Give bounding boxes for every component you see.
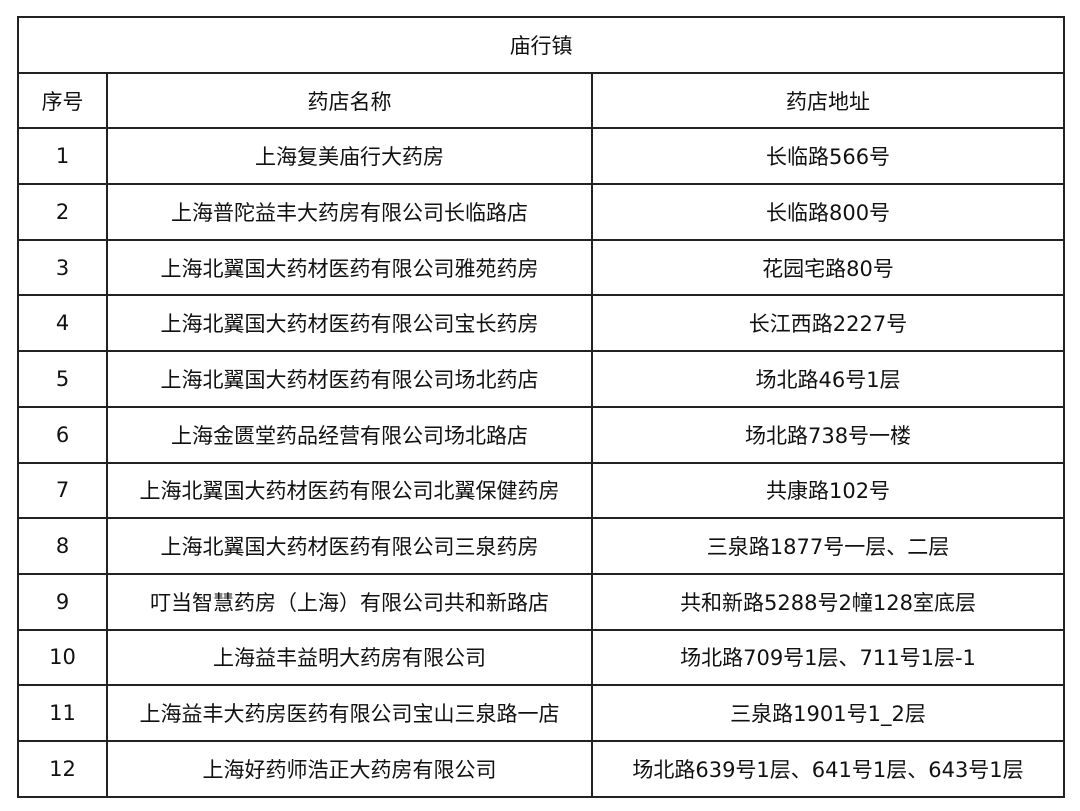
cell-index: 2 (17, 183, 108, 241)
table-row: 2 上海普陀益丰大药房有限公司长临路店 长临路800号 (17, 183, 1066, 241)
cell-index: 10 (17, 628, 108, 687)
table-row: 9 叮当智慧药房（上海）有限公司共和新路店 共和新路5288号2幢128室底层 (17, 572, 1066, 631)
cell-index: 5 (17, 350, 108, 408)
cell-pharmacy-address: 共和新路5288号2幢128室底层 (590, 572, 1066, 631)
header-index: 序号 (17, 71, 108, 130)
cell-index: 1 (17, 127, 108, 186)
cell-pharmacy-name: 上海北翼国大药材医药有限公司宝长药房 (106, 294, 593, 353)
cell-pharmacy-name: 上海北翼国大药材医药有限公司雅苑药房 (106, 238, 593, 297)
cell-pharmacy-name: 上海北翼国大药材医药有限公司北翼保健药房 (106, 461, 593, 520)
cell-pharmacy-address: 花园宅路80号 (590, 238, 1066, 297)
cell-pharmacy-address: 共康路102号 (590, 461, 1066, 520)
cell-pharmacy-address: 长临路566号 (590, 127, 1066, 186)
cell-pharmacy-name: 上海好药师浩正大药房有限公司 (106, 739, 593, 798)
cell-pharmacy-name: 上海北翼国大药材医药有限公司场北药店 (106, 350, 593, 408)
table-row: 1 上海复美庙行大药房 长临路566号 (17, 127, 1066, 186)
cell-pharmacy-name: 叮当智慧药房（上海）有限公司共和新路店 (106, 572, 593, 631)
cell-pharmacy-name: 上海金匮堂药品经营有限公司场北路店 (106, 405, 593, 464)
cell-pharmacy-address: 场北路639号1层、641号1层、643号1层 (590, 739, 1066, 798)
header-address: 药店地址 (590, 71, 1066, 130)
cell-index: 4 (17, 294, 108, 353)
table-row: 12 上海好药师浩正大药房有限公司 场北路639号1层、641号1层、643号1层 (17, 739, 1066, 798)
cell-index: 11 (17, 684, 108, 742)
cell-pharmacy-address: 三泉路1901号1_2层 (590, 684, 1066, 742)
pharmacy-table: 庙行镇 序号 药店名称 药店地址 1 上海复美庙行大药房 长临路566号 2 上海普陀益… (16, 16, 1066, 798)
table-row: 4 上海北翼国大药材医药有限公司宝长药房 长江西路2227号 (17, 294, 1066, 353)
cell-pharmacy-name: 上海益丰益明大药房有限公司 (106, 628, 593, 687)
table-row: 6 上海金匮堂药品经营有限公司场北路店 场北路738号一楼 (17, 405, 1066, 464)
cell-index: 9 (17, 572, 108, 631)
header-name: 药店名称 (106, 71, 593, 130)
title-row: 庙行镇 (16, 16, 1066, 74)
table-row: 7 上海北翼国大药材医药有限公司北翼保健药房 共康路102号 (17, 461, 1066, 520)
cell-pharmacy-address: 场北路738号一楼 (590, 405, 1066, 464)
table-row: 3 上海北翼国大药材医药有限公司雅苑药房 花园宅路80号 (17, 238, 1066, 297)
cell-index: 3 (17, 238, 108, 297)
table-row: 8 上海北翼国大药材医药有限公司三泉药房 三泉路1877号一层、二层 (17, 517, 1066, 575)
cell-pharmacy-address: 场北路709号1层、711号1层-1 (590, 628, 1066, 687)
cell-index: 6 (17, 405, 108, 464)
table-row: 11 上海益丰大药房医药有限公司宝山三泉路一店 三泉路1901号1_2层 (17, 684, 1066, 742)
cell-pharmacy-address: 场北路46号1层 (590, 350, 1066, 408)
cell-index: 7 (17, 461, 108, 520)
cell-index: 8 (17, 517, 108, 575)
cell-pharmacy-name: 上海北翼国大药材医药有限公司三泉药房 (106, 517, 593, 575)
cell-pharmacy-name: 上海普陀益丰大药房有限公司长临路店 (106, 183, 593, 241)
cell-pharmacy-address: 三泉路1877号一层、二层 (590, 517, 1066, 575)
header-row: 序号 药店名称 药店地址 (17, 71, 1066, 130)
table-title: 庙行镇 (16, 16, 1066, 74)
cell-pharmacy-address: 长临路800号 (590, 183, 1066, 241)
table-row: 10 上海益丰益明大药房有限公司 场北路709号1层、711号1层-1 (17, 628, 1066, 687)
table-row: 5 上海北翼国大药材医药有限公司场北药店 场北路46号1层 (17, 350, 1066, 408)
cell-pharmacy-address: 长江西路2227号 (590, 294, 1066, 353)
cell-pharmacy-name: 上海复美庙行大药房 (106, 127, 593, 186)
cell-index: 12 (17, 739, 108, 798)
cell-pharmacy-name: 上海益丰大药房医药有限公司宝山三泉路一店 (106, 684, 593, 742)
